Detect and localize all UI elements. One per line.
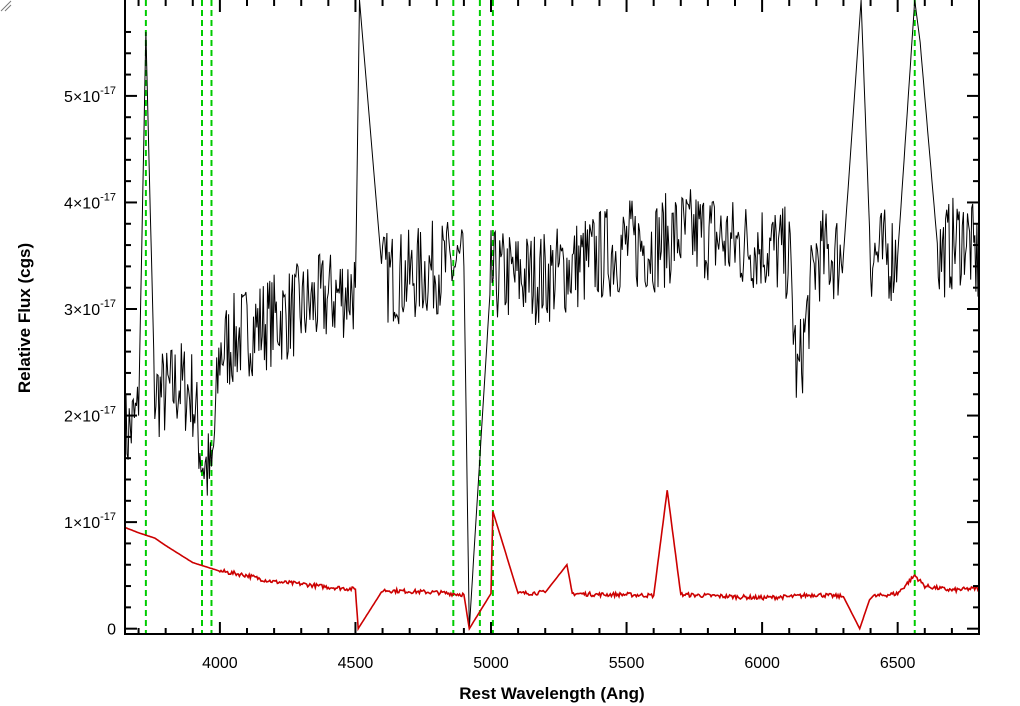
reference-lines bbox=[144, 0, 916, 634]
x-tick-label: 4000 bbox=[202, 655, 238, 672]
series-line-observed bbox=[124, 0, 980, 629]
y-tick-label: 3×10-17 bbox=[64, 298, 116, 319]
x-tick-label: 4500 bbox=[338, 655, 374, 672]
x-tick-label: 6500 bbox=[880, 655, 916, 672]
series-layer bbox=[124, 0, 980, 632]
y-tick-labels: 0 1×10-17 2×10-17 3×10-17 4×10-17 5×10-17 bbox=[64, 85, 116, 639]
plot-frame bbox=[124, 0, 980, 635]
x-axis-title: Rest Wavelength (Ang) bbox=[459, 684, 644, 703]
y-tick-label: 4×10-17 bbox=[64, 191, 116, 212]
y-tick-label: 2×10-17 bbox=[64, 405, 116, 426]
y-tick-label: 0 bbox=[107, 622, 116, 639]
series-line-model bbox=[124, 490, 980, 632]
y-axis-title: Relative Flux (cgs) bbox=[15, 243, 34, 393]
x-tick-label: 5500 bbox=[609, 655, 645, 672]
resize-grip-icon[interactable] bbox=[0, 0, 12, 12]
x-tick-label: 6000 bbox=[744, 655, 780, 672]
y-tick-label: 5×10-17 bbox=[64, 85, 116, 106]
y-tick-label: 1×10-17 bbox=[64, 511, 116, 532]
x-tick-label: 5000 bbox=[473, 655, 509, 672]
axis-ticks bbox=[125, 0, 980, 634]
x-tick-labels: 4000 4500 5000 5500 6000 6500 bbox=[202, 655, 915, 672]
